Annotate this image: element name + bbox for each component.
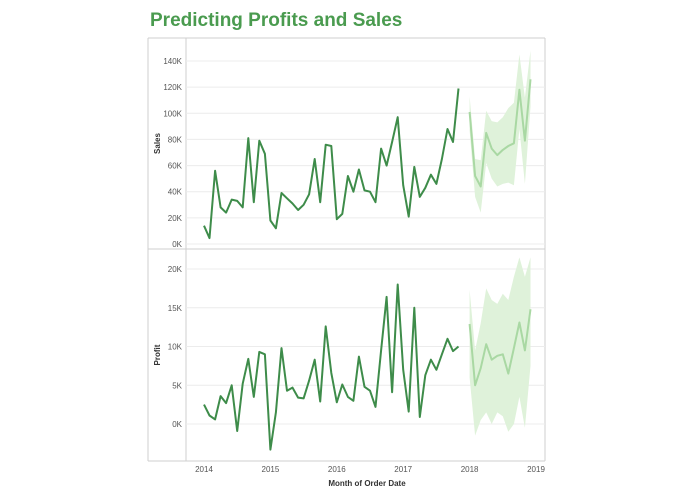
profit-actual-line — [203, 283, 460, 451]
profit-y-tick-label: 5K — [172, 381, 182, 390]
profit-forecast-band — [469, 257, 531, 436]
sales-y-tick-label: 120K — [163, 83, 182, 92]
profit-axis-title: Profit — [153, 344, 162, 365]
sales-y-tick-label: 80K — [168, 135, 183, 144]
x-tick-label: 2014 — [195, 465, 213, 474]
x-axis-title: Month of Order Date — [328, 479, 406, 488]
profit-y-tick-label: 10K — [168, 343, 183, 352]
sales-axis-title: Sales — [153, 132, 162, 153]
profit-y-tick-label: 0K — [172, 420, 182, 429]
sales-y-tick-label: 100K — [163, 109, 182, 118]
profit-y-tick-label: 15K — [168, 304, 183, 313]
x-tick-label: 2016 — [328, 465, 346, 474]
x-tick-label: 2017 — [394, 465, 412, 474]
sales-y-tick-label: 0K — [172, 240, 182, 249]
sales-forecast-band — [469, 50, 531, 213]
sales-actual-line — [203, 88, 460, 240]
sales-y-tick-label: 60K — [168, 162, 183, 171]
sales-y-tick-label: 20K — [168, 214, 183, 223]
profit-y-tick-label: 20K — [168, 265, 183, 274]
x-tick-label: 2018 — [461, 465, 479, 474]
sales-y-tick-label: 40K — [168, 188, 183, 197]
x-tick-label: 2015 — [262, 465, 280, 474]
sales-forecast-line — [468, 79, 532, 188]
chart-title: Predicting Profits and Sales — [150, 10, 403, 31]
x-tick-label: 2019 — [527, 465, 545, 474]
profit-forecast-line — [468, 309, 532, 387]
sales-y-tick-label: 140K — [163, 57, 182, 66]
